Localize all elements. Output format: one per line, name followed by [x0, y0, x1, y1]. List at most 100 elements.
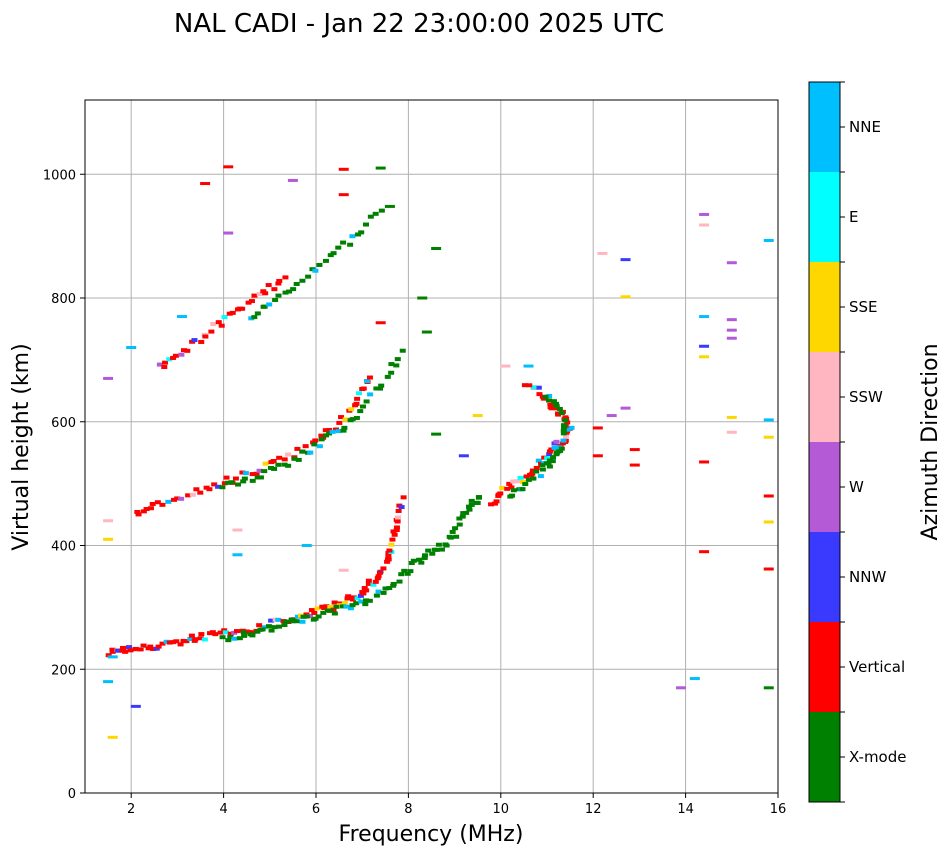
data-mark: [558, 411, 565, 416]
data-mark: [275, 624, 282, 629]
scatter-point: [597, 251, 608, 255]
data-mark: [349, 234, 356, 239]
scatter-point: [107, 655, 118, 659]
colorbar-frame: [808, 81, 841, 803]
data-mark: [525, 477, 532, 482]
data-mark: [355, 391, 362, 396]
colorbar-segment: [809, 532, 840, 622]
data-mark: [382, 586, 389, 591]
data-mark: [299, 278, 306, 283]
data-mark: [539, 467, 546, 472]
scatter-point: [338, 167, 349, 171]
data-mark: [170, 497, 177, 502]
data-mark: [468, 498, 475, 503]
data-mark: [308, 608, 315, 613]
colorbar-segment: [809, 352, 840, 442]
data-mark: [307, 614, 314, 619]
data-mark: [353, 415, 360, 420]
data-mark: [358, 599, 365, 604]
data-mark: [388, 370, 395, 375]
data-mark: [367, 214, 374, 219]
scatter-point: [620, 258, 631, 262]
colorbar-tick-label: X-mode: [849, 748, 906, 766]
data-mark: [206, 487, 213, 492]
scatter-point: [763, 418, 774, 422]
data-mark: [312, 438, 319, 443]
data-mark: [290, 287, 297, 292]
data-mark: [429, 551, 436, 556]
data-mark: [549, 459, 556, 464]
plot-frame: [84, 99, 779, 794]
data-mark: [341, 600, 348, 605]
data-mark: [215, 320, 222, 325]
data-mark: [519, 479, 526, 484]
data-mark: [202, 334, 209, 339]
data-mark: [223, 475, 230, 480]
data-mark: [550, 399, 557, 404]
data-mark: [553, 439, 560, 444]
data-mark: [316, 444, 323, 449]
data-mark: [231, 636, 238, 641]
data-mark: [282, 275, 289, 280]
data-mark: [564, 427, 571, 432]
data-mark: [219, 485, 226, 490]
y-tick-label: 800: [51, 292, 76, 307]
data-mark: [536, 392, 543, 397]
data-mark: [147, 644, 154, 649]
scatter-point: [103, 537, 114, 541]
data-mark: [174, 496, 181, 501]
data-mark: [221, 481, 228, 486]
data-mark: [185, 493, 192, 498]
data-mark: [388, 362, 395, 367]
data-mark: [239, 470, 246, 475]
data-mark: [363, 588, 370, 593]
scatter-point: [763, 435, 774, 439]
data-mark: [275, 462, 282, 467]
data-mark: [433, 547, 440, 552]
data-mark: [385, 557, 392, 562]
data-mark: [463, 510, 470, 515]
scatter-point: [699, 355, 710, 359]
data-mark: [323, 604, 330, 609]
data-mark: [326, 431, 333, 436]
data-mark: [149, 501, 156, 506]
data-mark: [248, 299, 255, 304]
data-mark: [241, 633, 248, 638]
data-mark: [400, 495, 407, 500]
data-mark: [227, 631, 234, 636]
data-mark: [227, 634, 234, 639]
scatter-point: [103, 680, 114, 684]
data-mark: [380, 590, 387, 595]
data-mark: [358, 230, 365, 235]
data-mark: [374, 576, 381, 581]
scatter-point: [689, 677, 700, 681]
data-mark: [183, 639, 190, 644]
data-mark: [504, 486, 511, 491]
scatter-point: [232, 553, 243, 557]
colorbar: X-mode Vertical NNW W SSW SSE E NNE: [808, 81, 906, 803]
data-mark: [475, 495, 482, 500]
data-mark: [377, 386, 384, 391]
data-mark: [375, 589, 382, 594]
data-mark: [539, 463, 546, 468]
data-mark: [147, 506, 154, 511]
data-mark: [357, 593, 364, 598]
data-mark: [311, 610, 318, 615]
data-mark: [249, 633, 256, 638]
data-mark: [242, 471, 249, 476]
data-mark: [418, 560, 425, 565]
data-mark: [560, 431, 567, 436]
data-mark: [362, 602, 369, 607]
data-mark: [497, 491, 504, 496]
data-mark: [336, 420, 343, 425]
data-mark: [372, 579, 379, 584]
data-mark: [165, 499, 172, 504]
data-mark: [305, 274, 312, 279]
data-mark: [276, 278, 283, 283]
data-mark: [235, 482, 242, 487]
scatter-point: [763, 494, 774, 498]
data-mark: [393, 528, 400, 533]
scatter-point: [232, 528, 243, 532]
data-mark: [318, 437, 325, 442]
data-mark: [259, 627, 266, 632]
